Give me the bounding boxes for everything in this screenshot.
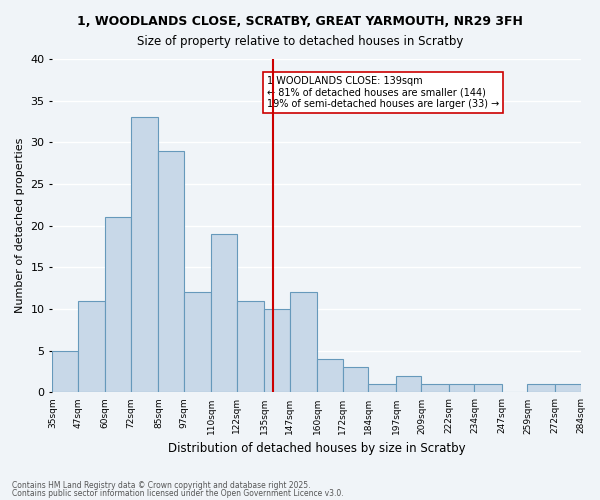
Y-axis label: Number of detached properties: Number of detached properties: [15, 138, 25, 314]
Bar: [290, 292, 317, 392]
Bar: [475, 384, 502, 392]
Bar: [211, 234, 237, 392]
Text: 1, WOODLANDS CLOSE, SCRATBY, GREAT YARMOUTH, NR29 3FH: 1, WOODLANDS CLOSE, SCRATBY, GREAT YARMO…: [77, 15, 523, 28]
Bar: [421, 384, 449, 392]
Bar: [237, 300, 265, 392]
Text: Contains HM Land Registry data © Crown copyright and database right 2025.: Contains HM Land Registry data © Crown c…: [12, 481, 311, 490]
Bar: [184, 292, 211, 392]
Bar: [106, 218, 131, 392]
Bar: [396, 376, 421, 392]
Bar: [368, 384, 396, 392]
Bar: [317, 359, 343, 392]
Bar: [343, 368, 368, 392]
Bar: [555, 384, 581, 392]
Bar: [52, 351, 78, 393]
Bar: [78, 300, 106, 392]
Bar: [158, 150, 184, 392]
Bar: [449, 384, 475, 392]
Text: Size of property relative to detached houses in Scratby: Size of property relative to detached ho…: [137, 35, 463, 48]
Bar: [527, 384, 555, 392]
Text: 1 WOODLANDS CLOSE: 139sqm
← 81% of detached houses are smaller (144)
19% of semi: 1 WOODLANDS CLOSE: 139sqm ← 81% of detac…: [266, 76, 499, 109]
Bar: [265, 309, 290, 392]
Bar: [131, 118, 158, 392]
X-axis label: Distribution of detached houses by size in Scratby: Distribution of detached houses by size …: [167, 442, 465, 455]
Text: Contains public sector information licensed under the Open Government Licence v3: Contains public sector information licen…: [12, 488, 344, 498]
